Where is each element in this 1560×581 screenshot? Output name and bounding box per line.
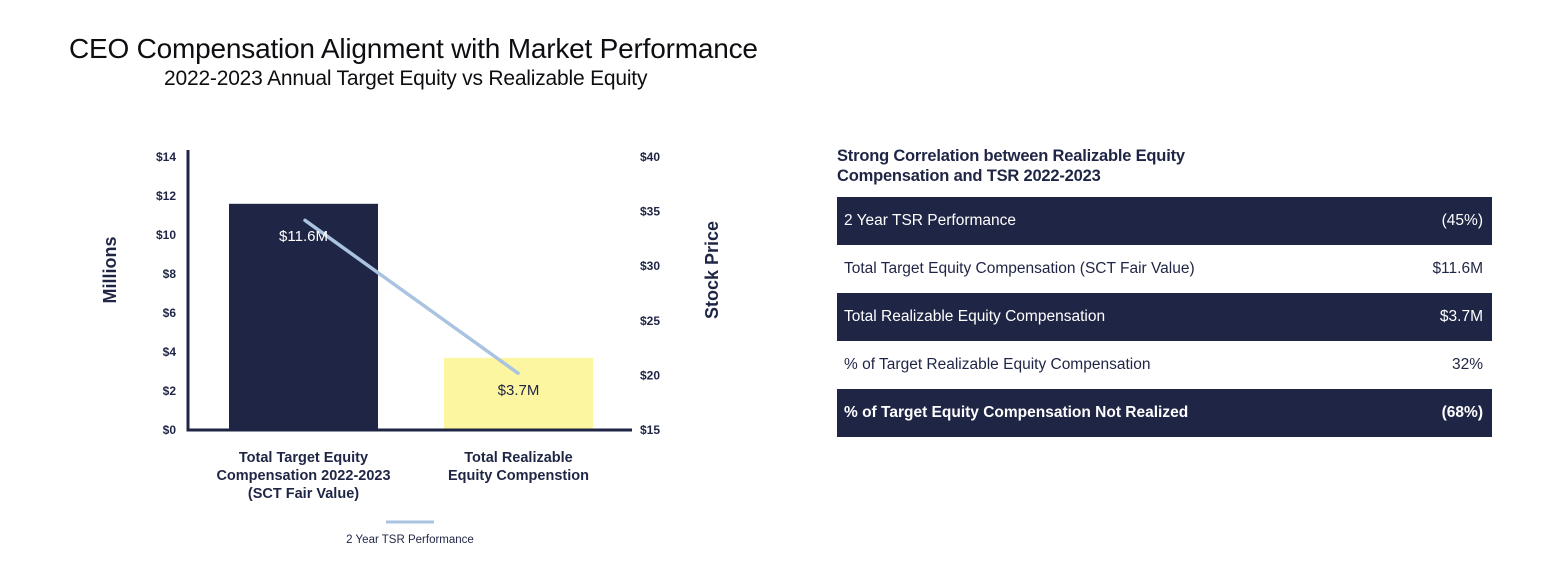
compensation-bar-chart: $0 $2 $4 $6 $8 $10 $12 $14 $15 $20 $25 $30 $35 $40 Mil… <box>100 150 722 546</box>
correlation-table: 2 Year TSR Performance (45%) Total Targe… <box>837 197 1492 437</box>
row-label: % of Target Equity Compensation Not Real… <box>844 404 1189 421</box>
y2-tick-label: $30 <box>640 259 660 273</box>
category-label: Total Target Equity <box>239 450 368 466</box>
y-tick-label: $6 <box>163 306 177 320</box>
y-axis-title: Millions <box>100 237 120 304</box>
row-value: $3.7M <box>1439 308 1483 325</box>
category-label: Compensation 2022-2023 <box>216 468 390 484</box>
y-tick-label: $0 <box>163 423 177 437</box>
table-row: 2 Year TSR Performance (45%) <box>837 197 1492 245</box>
chart-title: CEO Compensation Alignment with Market P… <box>69 33 758 64</box>
legend-label: 2 Year TSR Performance <box>346 534 474 546</box>
table-row: % of Target Equity Compensation Not Real… <box>837 389 1492 437</box>
category-label: Equity Compenstion <box>448 468 589 484</box>
category-label: Total Realizable <box>464 450 573 466</box>
row-value: 32% <box>1451 356 1483 373</box>
y2-tick-label: $40 <box>640 150 660 164</box>
row-label: Total Realizable Equity Compensation <box>844 308 1106 325</box>
row-value: (45%) <box>1441 212 1483 229</box>
y2-tick-label: $20 <box>640 368 660 382</box>
category-label: (SCT Fair Value) <box>248 486 359 502</box>
row-label: Total Target Equity Compensation (SCT Fa… <box>844 260 1195 277</box>
bar-0 <box>229 203 378 430</box>
y-tick-label: $2 <box>163 384 177 398</box>
table-row: Total Realizable Equity Compensation $3.… <box>837 293 1492 341</box>
tsr-line-series <box>303 218 520 375</box>
bar-1 <box>444 357 593 430</box>
table-title: Strong Correlation between Realizable Eq… <box>837 147 1185 185</box>
table-row: % of Target Realizable Equity Compensati… <box>837 341 1492 389</box>
y2-axis-title: Stock Price <box>702 221 722 319</box>
chart-subtitle: 2022-2023 Annual Target Equity vs Realiz… <box>164 67 648 90</box>
y-tick-label: $8 <box>163 267 177 281</box>
table-row: Total Target Equity Compensation (SCT Fa… <box>837 245 1492 293</box>
y2-tick-label: $35 <box>640 205 660 219</box>
y2-tick-label: $25 <box>640 314 660 328</box>
y-tick-label: $4 <box>163 345 177 359</box>
row-value: $11.6M <box>1432 260 1483 277</box>
y2-tick-label: $15 <box>640 423 660 437</box>
y-tick-label: $14 <box>156 150 176 164</box>
bar-data-label: $3.7M <box>498 382 540 399</box>
y-tick-label: $10 <box>156 228 176 242</box>
row-label: % of Target Realizable Equity Compensati… <box>844 356 1151 373</box>
row-label: 2 Year TSR Performance <box>844 212 1017 229</box>
bar-data-label: $11.6M <box>279 228 328 245</box>
y-tick-label: $12 <box>156 189 176 203</box>
row-value: (68%) <box>1441 404 1483 421</box>
